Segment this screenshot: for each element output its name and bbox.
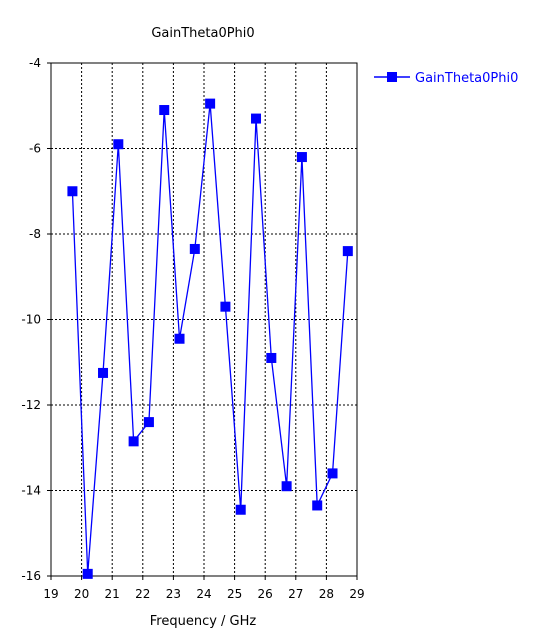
data-point-marker bbox=[128, 436, 139, 447]
data-point-marker bbox=[281, 481, 292, 492]
y-tick-label: -12 bbox=[21, 398, 41, 412]
data-point-marker bbox=[113, 139, 124, 150]
y-axis-ticks: -4 -6 -8 -10 -12 -14 -16 bbox=[21, 56, 51, 583]
data-point-marker bbox=[296, 152, 307, 163]
x-tick-label: 23 bbox=[166, 587, 181, 601]
data-point-marker bbox=[67, 186, 78, 197]
x-tick-label: 24 bbox=[196, 587, 211, 601]
data-point-marker bbox=[266, 352, 277, 363]
data-point-marker bbox=[189, 243, 200, 254]
x-axis-ticks: 19 20 21 22 23 24 25 26 27 28 29 bbox=[43, 576, 365, 601]
data-point-marker bbox=[251, 113, 262, 124]
data-point-marker bbox=[327, 468, 338, 479]
data-point-marker bbox=[312, 500, 323, 511]
x-tick-label: 28 bbox=[319, 587, 334, 601]
data-point-marker bbox=[82, 568, 93, 579]
x-tick-label: 29 bbox=[349, 587, 364, 601]
data-point-marker bbox=[98, 367, 109, 378]
data-point-marker bbox=[205, 98, 216, 109]
x-tick-label: 19 bbox=[43, 587, 58, 601]
data-point-marker bbox=[220, 301, 231, 312]
x-tick-label: 20 bbox=[74, 587, 89, 601]
legend-label: GainTheta0Phi0 bbox=[415, 71, 518, 86]
y-tick-label: -10 bbox=[21, 313, 41, 327]
x-axis-label: Frequency / GHz bbox=[150, 614, 257, 629]
data-point-marker bbox=[143, 417, 154, 428]
y-tick-label: -4 bbox=[29, 56, 41, 70]
x-tick-label: 27 bbox=[288, 587, 303, 601]
y-tick-label: -14 bbox=[21, 484, 41, 498]
x-tick-label: 25 bbox=[227, 587, 242, 601]
x-tick-label: 26 bbox=[258, 587, 273, 601]
legend-square-marker-icon bbox=[387, 72, 397, 82]
y-tick-label: -8 bbox=[29, 227, 41, 241]
plot-area bbox=[50, 62, 358, 577]
x-tick-label: 21 bbox=[105, 587, 120, 601]
chart-title: GainTheta0Phi0 bbox=[151, 26, 254, 41]
legend[interactable]: GainTheta0Phi0 bbox=[374, 71, 518, 86]
y-tick-label: -6 bbox=[29, 142, 41, 156]
data-point-marker bbox=[174, 333, 185, 344]
series-layer bbox=[67, 98, 353, 579]
grid-lines bbox=[51, 63, 357, 576]
data-point-marker bbox=[159, 105, 170, 116]
x-tick-label: 22 bbox=[135, 587, 150, 601]
data-point-marker bbox=[342, 246, 353, 257]
data-point-marker bbox=[235, 504, 246, 515]
y-tick-label: -16 bbox=[21, 569, 41, 583]
